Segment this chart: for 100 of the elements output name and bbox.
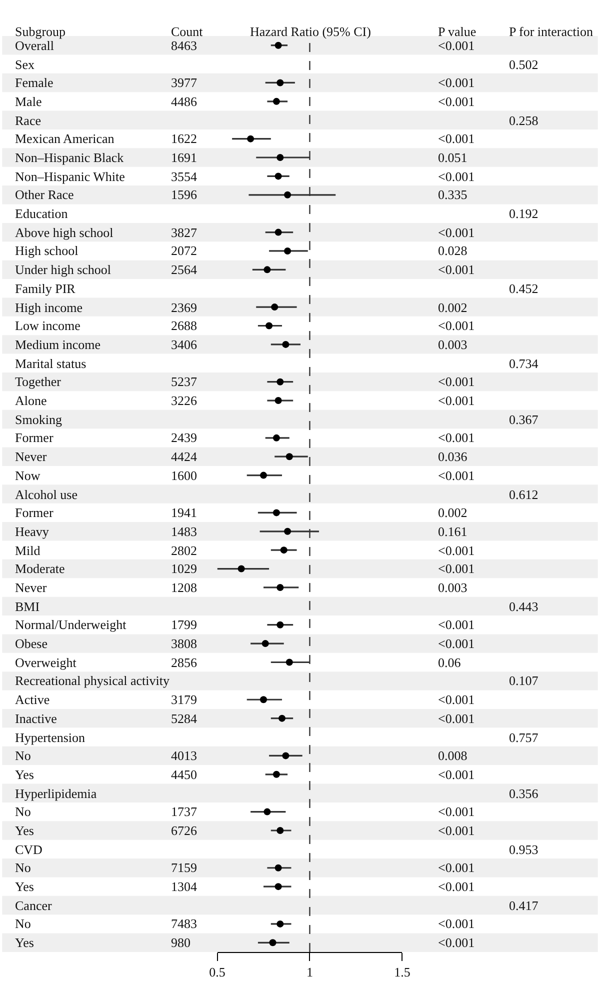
y-tick-label: Alcohol use — [15, 487, 78, 502]
text: <0.001 — [438, 804, 475, 819]
y-tick-label: Hypertension — [15, 730, 86, 745]
y-tick-label: Obese — [15, 636, 48, 651]
point — [262, 640, 269, 648]
text: 1600 — [171, 468, 197, 483]
point — [282, 752, 290, 760]
text: 3808 — [171, 636, 197, 651]
text: 6726 — [171, 823, 197, 838]
y-tick-label: Cancer — [15, 898, 52, 913]
y-tick-label: Low income — [15, 318, 81, 333]
point — [284, 528, 292, 535]
text: <0.001 — [438, 617, 475, 632]
y-tick-label: Mild — [15, 543, 41, 558]
y-tick-label: Above high school — [15, 225, 114, 240]
text: <0.001 — [438, 711, 475, 726]
point — [274, 172, 282, 180]
point — [284, 191, 292, 198]
x-tick-label: 1 — [306, 964, 313, 980]
text: 0.367 — [509, 412, 538, 427]
point — [286, 453, 293, 460]
text: 4013 — [171, 748, 197, 763]
text: 1208 — [171, 580, 197, 595]
text: 2564 — [171, 262, 197, 277]
y-tick-label: Yes — [15, 823, 34, 838]
text: 0.356 — [509, 786, 538, 801]
text: 3977 — [171, 75, 197, 90]
y-tick-label: Smoking — [15, 412, 62, 427]
point — [274, 42, 282, 49]
text: 0.161 — [438, 524, 468, 539]
y-tick-label: Yes — [15, 935, 34, 950]
y-tick-label: Alone — [15, 393, 47, 408]
text: 5284 — [171, 711, 197, 726]
y-tick-label: High income — [15, 300, 83, 315]
text: 4424 — [171, 449, 197, 464]
text: 1691 — [171, 150, 197, 165]
text: 7159 — [171, 860, 197, 875]
point — [274, 864, 282, 872]
text: <0.001 — [438, 468, 475, 483]
point — [276, 621, 284, 628]
text: 2802 — [171, 543, 197, 558]
text: 0.107 — [509, 673, 538, 688]
y-tick-label: Male — [15, 94, 42, 109]
y-tick-label: Hyperlipidemia — [15, 786, 97, 801]
point — [247, 135, 254, 142]
y-tick-label: Other Race — [15, 187, 74, 202]
y-tick-label: Heavy — [15, 524, 50, 539]
y-tick-label: Moderate — [15, 561, 66, 576]
text: 4450 — [171, 767, 197, 782]
text: <0.001 — [438, 543, 475, 558]
point — [280, 546, 288, 554]
x-tick-label: 0.5 — [209, 964, 226, 980]
y-tick-label: High school — [15, 243, 79, 258]
text: 0.002 — [438, 505, 468, 520]
text: P for interaction — [509, 24, 594, 39]
text: <0.001 — [438, 916, 475, 931]
point — [272, 98, 280, 105]
text: 1799 — [171, 617, 197, 632]
text: 0.003 — [438, 580, 468, 595]
y-tick-label: Sex — [15, 57, 35, 72]
point — [260, 696, 267, 704]
y-tick-label: Marital status — [15, 356, 86, 371]
point — [272, 509, 280, 516]
y-tick-label: No — [15, 860, 31, 875]
text: 0.008 — [438, 748, 468, 763]
text: 3226 — [171, 393, 197, 408]
y-tick-label: Normal/Underweight — [15, 617, 127, 632]
text: 0.028 — [438, 243, 468, 258]
text: <0.001 — [438, 393, 475, 408]
text: Count — [171, 24, 204, 39]
text: 3179 — [171, 692, 197, 707]
y-tick-label: Under high school — [15, 262, 112, 277]
text: 0.258 — [509, 113, 538, 128]
y-axis-title: Subgroup — [15, 24, 66, 39]
y-tick-label: Medium income — [15, 337, 101, 352]
y-tick-label: Yes — [15, 767, 34, 782]
point — [276, 826, 284, 834]
y-tick-label: Mexican American — [15, 131, 115, 146]
text: 0.192 — [509, 206, 538, 221]
text: P value — [438, 24, 476, 39]
text: 3827 — [171, 225, 197, 240]
text: 0.002 — [438, 300, 468, 315]
text: <0.001 — [438, 636, 475, 651]
y-tick-label: BMI — [15, 599, 40, 614]
text: 0.757 — [509, 730, 538, 745]
point — [286, 658, 293, 666]
y-tick-label: Family PIR — [15, 281, 76, 296]
point — [276, 154, 284, 162]
text: <0.001 — [438, 692, 475, 707]
text: <0.001 — [438, 262, 475, 277]
y-tick-label: Recreational physical activity — [15, 673, 170, 688]
text: <0.001 — [438, 935, 475, 950]
y-tick-label: Non–Hispanic White — [15, 169, 126, 184]
point — [276, 378, 284, 386]
text: <0.001 — [438, 767, 475, 782]
y-tick-label: Education — [15, 206, 68, 221]
y-tick-label: Now — [15, 468, 41, 483]
text: <0.001 — [438, 561, 475, 576]
y-tick-label: Never — [15, 580, 48, 595]
text: <0.001 — [438, 374, 475, 389]
